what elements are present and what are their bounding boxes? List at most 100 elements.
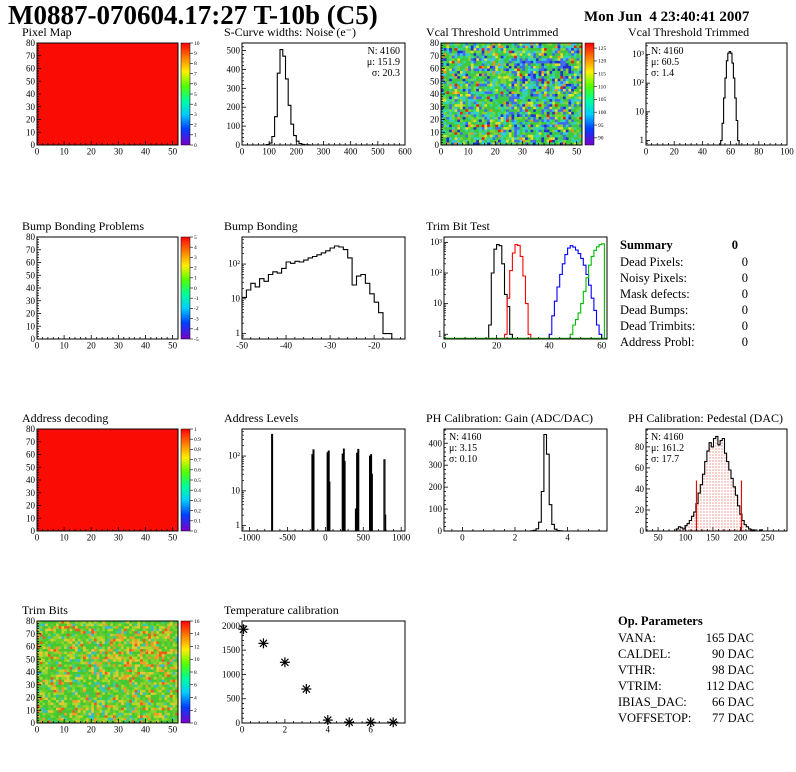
svg-text:σ: 20.3: σ: 20.3 — [372, 68, 400, 79]
op-label: VTRIM: — [618, 679, 662, 693]
op-value: 165 DAC — [705, 631, 754, 645]
svg-text:1: 1 — [194, 276, 197, 282]
plot-title-temperature-calibration: Temperature calibration — [224, 603, 339, 617]
op-row-voffsetop: VOFFSETOP: 77 DAC — [618, 710, 754, 726]
svg-text:300: 300 — [317, 147, 331, 157]
svg-text:0.5: 0.5 — [194, 478, 201, 484]
svg-text:50: 50 — [654, 533, 664, 543]
svg-text:0: 0 — [240, 147, 245, 157]
summary-label: Mask defects: — [620, 287, 690, 301]
plot-title-vcal-trimmed: Vcal Threshold Trimmed — [628, 25, 750, 39]
svg-text:-40: -40 — [280, 341, 292, 351]
panel-vcal-trimmed: Vcal Threshold Trimmed 0 20 40 60 80 100 1 10 10… — [616, 25, 796, 160]
svg-text:50: 50 — [26, 76, 36, 86]
summary-label: Noisy Pixels: — [620, 271, 688, 285]
svg-text:20: 20 — [491, 147, 501, 157]
summary-title: Summary — [620, 238, 673, 252]
panel-scurve-noise: S-Curve widths: Noise (e⁻) 0 100 200 300 400… — [212, 25, 414, 160]
svg-text:50: 50 — [168, 533, 178, 543]
summary-row-dead-pixels: Dead Pixels: 0 — [620, 254, 748, 270]
scurve-noise-chart: 0 100 200 300 400 500 600 0 100 200 300 400 500 N: 41… — [227, 42, 412, 157]
svg-text:0: 0 — [460, 533, 465, 543]
svg-text:4: 4 — [194, 102, 197, 108]
svg-text:60: 60 — [430, 64, 440, 74]
svg-text:500: 500 — [371, 147, 385, 157]
svg-text:0: 0 — [644, 147, 649, 157]
summary-value: 0 — [741, 255, 748, 269]
svg-text:80: 80 — [430, 38, 440, 48]
svg-text:70: 70 — [26, 245, 36, 255]
svg-text:4: 4 — [194, 245, 197, 251]
svg-text:0: 0 — [31, 334, 36, 344]
svg-text:10²: 10² — [228, 451, 240, 461]
summary-value: 0 — [741, 287, 748, 301]
panel-address-decoding: Address decoding 0 10 20 30 40 50 0 10 20 30 40 50 6… — [10, 411, 212, 546]
svg-text:2: 2 — [194, 122, 197, 128]
summary-panel: Summary 0 Dead Pixels: 0 Noisy Pixels: 0… — [620, 236, 748, 350]
svg-text:5: 5 — [194, 235, 197, 241]
svg-text:1: 1 — [236, 328, 241, 338]
svg-text:-500: -500 — [279, 533, 296, 543]
svg-text:10: 10 — [430, 127, 440, 137]
svg-text:10: 10 — [60, 533, 70, 543]
svg-text:10³: 10³ — [632, 49, 644, 59]
svg-text:60: 60 — [635, 463, 645, 473]
svg-text:100: 100 — [227, 121, 241, 131]
op-value: 77 DAC — [711, 711, 754, 725]
svg-text:N: 4160: N: 4160 — [368, 46, 401, 57]
svg-text:0: 0 — [194, 529, 197, 535]
panel-pixel-map: Pixel Map 0 10 20 30 40 50 0 10 20 30 40 50 60 70 80 10… — [10, 25, 212, 160]
svg-text:10: 10 — [194, 41, 200, 47]
svg-text:150: 150 — [706, 533, 720, 543]
svg-text:20: 20 — [430, 115, 440, 125]
timestamp: Mon Jun 4 23:40:41 2007 — [584, 9, 750, 25]
svg-text:20: 20 — [26, 501, 36, 511]
svg-text:10: 10 — [433, 298, 443, 308]
plot-title-bump-bonding-problems: Bump Bonding Problems — [22, 219, 145, 233]
svg-text:115: 115 — [598, 72, 606, 78]
svg-text:250: 250 — [761, 533, 775, 543]
summary-row-address-probl: Address Probl: 0 — [620, 334, 748, 350]
svg-text:2: 2 — [194, 265, 197, 271]
svg-text:μ: 3.15: μ: 3.15 — [449, 443, 477, 454]
svg-text:-1000: -1000 — [239, 533, 260, 543]
svg-text:100: 100 — [429, 504, 443, 514]
page-title: M0887-070604.17:27 T-10b (C5) — [8, 0, 378, 30]
svg-text:40: 40 — [698, 147, 708, 157]
svg-text:0.9: 0.9 — [194, 437, 201, 443]
svg-text:40: 40 — [430, 89, 440, 99]
svg-text:10: 10 — [26, 513, 36, 523]
svg-text:8: 8 — [194, 61, 197, 67]
op-row-ibias-dac: IBIAS_DAC: 66 DAC — [618, 694, 754, 710]
summary-label: Dead Bumps: — [620, 303, 689, 317]
summary-value: 0 — [741, 303, 748, 317]
svg-text:20: 20 — [26, 115, 36, 125]
plot-title-ph-pedestal: PH Calibration: Pedestal (DAC) — [628, 411, 783, 425]
svg-text:σ: 0.10: σ: 0.10 — [449, 454, 477, 465]
svg-text:N: 4160: N: 4160 — [651, 46, 684, 57]
svg-text:60: 60 — [726, 147, 736, 157]
svg-text:1000: 1000 — [392, 533, 411, 543]
svg-text:0: 0 — [194, 143, 197, 149]
svg-text:50: 50 — [572, 147, 582, 157]
plot-title-trim-bit-test: Trim Bit Test — [426, 219, 490, 233]
svg-text:0.8: 0.8 — [194, 447, 201, 453]
summary-label: Dead Trimbits: — [620, 319, 696, 333]
plot-title-ph-gain: PH Calibration: Gain (ADC/DAC) — [426, 411, 593, 425]
svg-text:400: 400 — [227, 64, 241, 74]
svg-text:100: 100 — [598, 110, 607, 116]
svg-text:0: 0 — [435, 140, 440, 150]
summary-value: 0 — [741, 335, 748, 349]
svg-text:500: 500 — [227, 46, 241, 56]
svg-text:30: 30 — [518, 147, 528, 157]
panel-vcal-untrimmed: Vcal Threshold Untrimmed 0 10 20 30 40 50 0 10 2… — [414, 25, 616, 160]
svg-text:105: 105 — [598, 97, 607, 103]
summary-row-mask-defects: Mask defects: 0 — [620, 286, 748, 302]
svg-text:0: 0 — [442, 341, 447, 351]
svg-text:500: 500 — [357, 533, 371, 543]
svg-text:1: 1 — [194, 427, 197, 433]
svg-text:1: 1 — [194, 133, 197, 139]
